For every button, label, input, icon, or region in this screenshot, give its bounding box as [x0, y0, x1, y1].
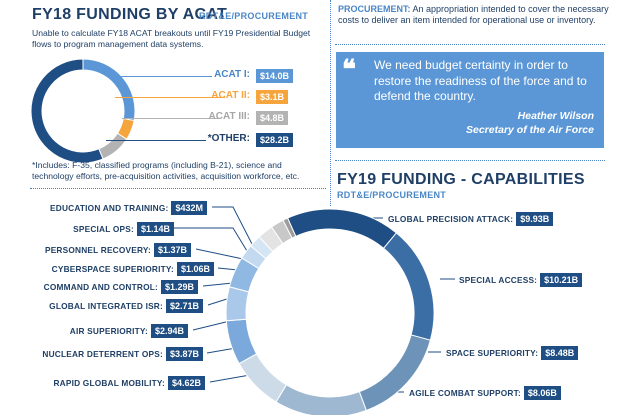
leader-line-education — [212, 206, 253, 245]
capability-label-row: AIR SUPERIORITY: $2.94B — [70, 324, 188, 338]
quote-box: ❝ We need budget certainty in order to r… — [336, 52, 604, 148]
acat-title: FY18 FUNDING BY ACAT — [32, 6, 228, 23]
capability-slice-12 — [282, 217, 297, 239]
acat-item-label: ACAT III: — [208, 111, 250, 122]
capability-label: NUCLEAR DETERRENT OPS: — [42, 349, 163, 359]
acat-donut-chart — [30, 58, 136, 164]
capabilities-title: FY19 FUNDING - CAPABILITIES — [337, 171, 585, 188]
capability-label-row: SPECIAL ACCESS: $10.21B — [459, 273, 583, 287]
acat-item-label: ACAT II: — [211, 90, 250, 101]
capability-value: $1.29B — [160, 280, 198, 294]
capability-value: $9.93B — [516, 212, 554, 226]
capability-value: $1.06B — [176, 262, 214, 276]
acat-footnote: *Includes: F-35, classified programs (in… — [32, 160, 300, 181]
leader-line-special-ops — [160, 227, 248, 252]
capability-label-row: COMMAND AND CONTROL: $1.29B — [44, 280, 198, 294]
capability-slice-3 — [275, 384, 367, 415]
capability-slice-6 — [225, 286, 250, 322]
capability-label-row: GLOBAL PRECISION ATTACK: $9.93B — [388, 212, 554, 226]
capability-label-row: EDUCATION AND TRAINING: $432M — [50, 201, 207, 215]
procurement-term: PROCUREMENT: — [338, 4, 411, 14]
capabilities-subtitle: RDT&E/PROCUREMENT — [337, 190, 447, 200]
quote-author: Heather Wilson — [517, 110, 594, 122]
capability-slice-1 — [382, 232, 435, 341]
quote-bottom-divider — [335, 160, 605, 161]
acat-connector — [112, 76, 212, 77]
acat-item-value: $28.2B — [256, 133, 294, 147]
leader-line-air-sup — [192, 320, 231, 331]
acat-item-label: *OTHER: — [207, 133, 250, 144]
acat-slice-3 — [30, 58, 104, 164]
capability-slice-0 — [286, 208, 398, 250]
acat-bottom-divider — [30, 188, 326, 189]
leader-line-personnel — [195, 248, 244, 260]
capability-label: GLOBAL PRECISION ATTACK: — [388, 214, 514, 224]
acat-item-value: $3.1B — [256, 90, 289, 104]
right-divider — [335, 44, 605, 45]
acat-connector — [122, 118, 219, 119]
capability-label: CYBERSPACE SUPERIORITY: — [51, 264, 174, 274]
leader-line-mobility — [209, 374, 251, 383]
capability-value: $8.06B — [523, 386, 561, 400]
capability-label: AIR SUPERIORITY: — [69, 326, 148, 336]
capability-slice-4 — [238, 353, 288, 403]
capability-label: SPECIAL ACCESS: — [459, 275, 538, 285]
capability-value: $2.94B — [150, 324, 188, 338]
capability-label: COMMAND AND CONTROL: — [43, 282, 158, 292]
capability-label: RAPID GLOBAL MOBILITY: — [53, 378, 165, 388]
capability-value: $432M — [171, 201, 207, 215]
capability-value: $1.37B — [153, 243, 191, 257]
capability-label: SPACE SUPERIORITY: — [446, 348, 539, 358]
acat-connector — [115, 97, 225, 98]
quote-mark-icon: ❝ — [342, 54, 356, 84]
vertical-divider — [330, 0, 332, 206]
capability-label-row: PERSONNEL RECOVERY: $1.37B — [45, 243, 191, 257]
capability-value: $10.21B — [540, 273, 583, 287]
capability-label-row: CYBERSPACE SUPERIORITY: $1.06B — [52, 262, 214, 276]
leader-line-isr — [207, 297, 231, 306]
leader-line-nuclear — [206, 347, 237, 354]
acat-item-value: $4.8B — [256, 111, 289, 125]
capability-label: SPECIAL OPS: — [73, 224, 134, 234]
capability-value: $3.87B — [165, 347, 203, 361]
acat-connector — [106, 140, 206, 141]
acat-subtitle: RDT&E/PROCUREMENT — [199, 11, 309, 21]
quote-text: We need budget certainty in order to res… — [374, 58, 587, 103]
capability-label-row: AGILE COMBAT SUPPORT: $8.06B — [409, 386, 561, 400]
capability-label-row: SPACE SUPERIORITY: $8.48B — [446, 346, 579, 360]
acat-item-value: $14.0B — [256, 69, 294, 83]
leader-line-command — [202, 282, 234, 287]
capability-label: EDUCATION AND TRAINING: — [50, 203, 169, 213]
capability-label-row: GLOBAL INTEGRATED ISR: $2.71B — [49, 299, 203, 313]
acat-note: Unable to calculate FY18 ACAT breakouts … — [32, 28, 311, 49]
capability-label-row: SPECIAL OPS: $1.14B — [73, 222, 174, 236]
procurement-definition: PROCUREMENT: An appropriation intended t… — [338, 4, 613, 25]
leader-line-cyberspace — [217, 267, 239, 271]
acat-item-label: ACAT I: — [214, 69, 250, 80]
capability-value: $8.48B — [541, 346, 579, 360]
procurement-text: An appropriation intended to cover the n… — [338, 4, 609, 25]
capability-label: PERSONNEL RECOVERY: — [44, 245, 151, 255]
capability-value: $2.71B — [165, 299, 203, 313]
capability-label: GLOBAL INTEGRATED ISR: — [49, 301, 163, 311]
capability-label: AGILE COMBAT SUPPORT: — [409, 388, 521, 398]
quote-role: Secretary of the Air Force — [466, 124, 594, 136]
capability-value: $1.14B — [136, 222, 174, 236]
capability-value: $4.62B — [167, 376, 205, 390]
capability-label-row: RAPID GLOBAL MOBILITY: $4.62B — [53, 376, 205, 390]
capability-slice-5 — [225, 318, 258, 365]
capability-label-row: NUCLEAR DETERRENT OPS: $3.87B — [42, 347, 203, 361]
